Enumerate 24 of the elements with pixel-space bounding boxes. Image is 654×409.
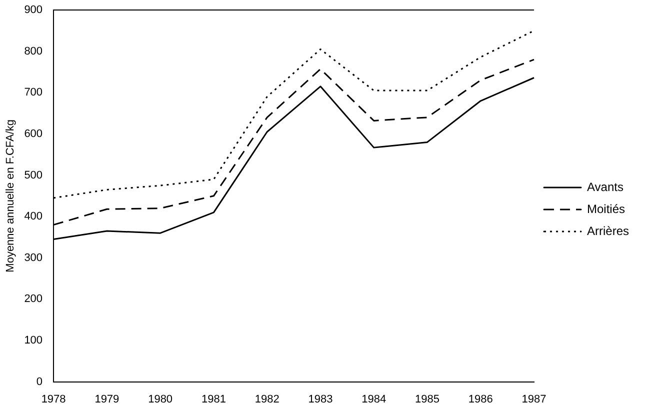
legend-label: Moitiés [586, 202, 626, 216]
y-tick-label: 200 [24, 293, 43, 306]
x-tick-label: 1981 [201, 393, 226, 406]
y-tick-label: 600 [24, 128, 43, 140]
x-tick-label: 1984 [362, 393, 386, 406]
y-tick-label: 800 [24, 45, 43, 58]
x-tick-label: 1986 [468, 393, 493, 406]
legend-label: Avants [586, 180, 624, 194]
y-tick-label: 500 [24, 169, 43, 182]
x-tick-label: 1987 [522, 393, 546, 406]
y-tick-label: 0 [36, 376, 43, 388]
y-tick-label: 400 [24, 210, 43, 223]
y-tick-label: 100 [24, 334, 43, 347]
x-tick-label: 1978 [41, 393, 66, 406]
x-tick-label: 1985 [414, 393, 440, 406]
x-tick-label: 1982 [254, 393, 280, 406]
legend-label: Arrières [586, 224, 630, 238]
y-tick-label: 300 [24, 252, 43, 264]
y-tick-label: 900 [24, 4, 43, 16]
x-tick-label: 1979 [94, 393, 120, 406]
x-tick-label: 1980 [148, 393, 173, 406]
y-axis-title: Moyenne annuelle en F.CFA/kg [4, 119, 17, 272]
x-tick-label: 1983 [308, 393, 333, 406]
y-tick-label: 700 [24, 86, 43, 99]
